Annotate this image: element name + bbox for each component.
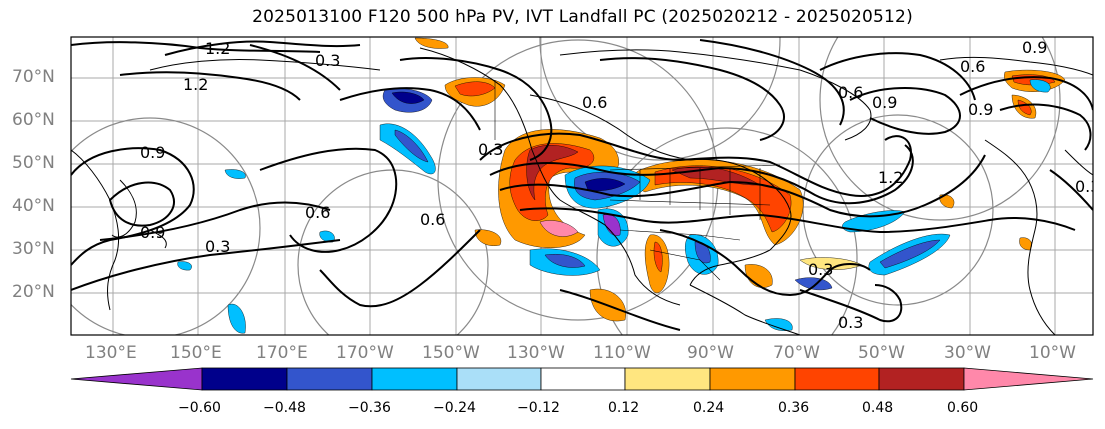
lon-label: 130°E (85, 343, 137, 363)
lat-label: 30°N (12, 239, 55, 259)
colorbar-tick: −0.24 (433, 400, 476, 416)
lon-label: 150°E (170, 343, 222, 363)
lon-label: 10°W (1029, 343, 1076, 363)
lon-label: 150°W (422, 343, 480, 363)
colorbar-tick: −0.36 (348, 400, 391, 416)
colorbar-segment (540, 367, 626, 391)
colorbar-tick: −0.48 (263, 400, 306, 416)
contour-label: 0.9 (140, 143, 165, 162)
contour-labels: 1.2 1.2 0.9 0.9 0.6 0.6 0.6 0.6 0.9 0.3 … (140, 38, 1100, 332)
contour-label: 0.3 (205, 237, 230, 256)
contour-label: 0.3 (478, 140, 503, 159)
colorbar-tick: −0.12 (517, 400, 560, 416)
contour-label: 0.9 (140, 223, 165, 242)
colorbar-tick: −0.60 (178, 400, 221, 416)
contour-label: 0.9 (1022, 38, 1047, 57)
lat-label: 20°N (12, 282, 55, 302)
lat-label: 60°N (12, 110, 55, 130)
colorbar-segment (878, 367, 965, 391)
colorbar-tick: 0.24 (693, 400, 725, 416)
lon-label: 130°W (507, 343, 565, 363)
lon-label: 170°E (256, 343, 308, 363)
colorbar-tick: 0.48 (862, 400, 894, 416)
contour-label: 0.3 (838, 313, 863, 332)
lat-label: 40°N (12, 196, 55, 216)
contour-label: 0.6 (305, 203, 330, 222)
lon-label: 50°W (858, 343, 905, 363)
colorbar-segment (624, 367, 711, 391)
contour-label: 0.9 (872, 93, 897, 112)
colorbar-segment (794, 367, 880, 391)
coastlines (71, 47, 1093, 335)
map-title: 2025013100 F120 500 hPa PV, IVT Landfall… (252, 7, 913, 27)
colorbar-segment (709, 367, 796, 391)
contour-label: 0.3 (315, 51, 340, 70)
lon-label: 70°W (773, 343, 820, 363)
map-frame (70, 36, 1094, 336)
contour-label: 0.6 (838, 83, 863, 102)
contour-label: 1.2 (183, 75, 208, 94)
contour-label: 0.6 (960, 57, 985, 76)
political-borders (494, 80, 781, 281)
colorbar (70, 367, 1094, 391)
contour-label: 0.6 (420, 210, 445, 229)
contour-label: 1.2 (878, 168, 903, 187)
colorbar-segment (201, 367, 288, 391)
lon-label: 30°W (944, 343, 991, 363)
colorbar-segment (371, 367, 458, 391)
colorbar-segment (286, 367, 373, 391)
lat-label: 50°N (12, 153, 55, 173)
lon-label: 110°W (593, 343, 651, 363)
contour-label: 0.3 (808, 260, 833, 279)
pv-contours (71, 39, 1093, 331)
contour-label: 1.2 (205, 39, 230, 58)
ivt-shading (177, 37, 1066, 334)
lon-label: 170°W (336, 343, 394, 363)
contour-label: 0.3 (1075, 177, 1100, 196)
contour-label: 0.6 (582, 93, 607, 112)
colorbar-tick: 0.60 (947, 400, 979, 416)
colorbar-tick: 0.12 (608, 400, 640, 416)
colorbar-tick: 0.36 (778, 400, 810, 416)
lon-label: 90°W (687, 343, 734, 363)
colorbar-extend-high (963, 367, 1094, 391)
colorbar-segment (456, 367, 542, 391)
colorbar-extend-low (70, 367, 203, 391)
lat-label: 70°N (12, 67, 55, 87)
contour-label: 0.9 (968, 100, 993, 119)
